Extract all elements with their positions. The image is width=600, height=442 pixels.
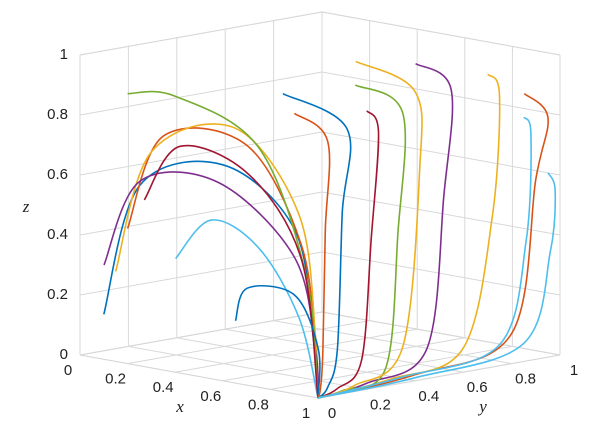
trajectory [143, 144, 319, 399]
y-tick-label: 0.4 [418, 388, 439, 405]
y-tick-label: 0.8 [515, 371, 536, 388]
y-tick-label: 0.2 [370, 396, 391, 413]
grid-line [321, 11, 561, 56]
trajectory [317, 172, 557, 399]
grid-line [79, 354, 319, 399]
y-tick-label: 1 [570, 362, 578, 379]
x-tick-label: 0.2 [105, 371, 126, 388]
trajectory [317, 73, 501, 399]
trajectory [317, 92, 549, 399]
grid-line [79, 311, 323, 356]
grid-line [79, 71, 323, 116]
x-tick-label: 0 [64, 362, 72, 379]
z-tick-label: 0 [60, 346, 68, 363]
grid-line [175, 328, 418, 373]
x-tick-label: 0.4 [153, 379, 174, 396]
trajectory [282, 92, 352, 399]
grid-line [321, 311, 561, 356]
grid-line [79, 131, 323, 176]
y-axis-label: y [477, 397, 487, 416]
z-axis-label: z [22, 197, 30, 216]
grid-line [79, 251, 323, 296]
trajectory [126, 127, 319, 399]
grid-line [128, 345, 367, 390]
grid-line [176, 337, 415, 382]
grid-line [321, 191, 561, 236]
trajectory [234, 285, 321, 399]
x-axis-label: x [175, 397, 184, 416]
grid-line [79, 191, 323, 236]
grid-line [222, 337, 465, 382]
z-tick-label: 0.4 [47, 226, 68, 243]
z-tick-label: 0.6 [47, 166, 68, 183]
z-tick-label: 1 [60, 46, 68, 63]
grid-line [127, 320, 370, 365]
trajectory [317, 60, 423, 399]
x-tick-label: 1 [302, 405, 310, 422]
trajectory [317, 110, 380, 399]
x-tick-label: 0.6 [200, 388, 221, 405]
z-tick-label: 0.8 [47, 106, 68, 123]
y-tick-label: 0 [328, 405, 336, 422]
grid-line [225, 328, 464, 373]
grid-line [321, 131, 561, 176]
trajectory [127, 90, 319, 399]
y-tick-label: 0.6 [467, 379, 488, 396]
grid-line [79, 11, 323, 56]
grid-line [321, 71, 561, 116]
trajectory [293, 112, 331, 399]
z-tick-label: 0.2 [47, 286, 68, 303]
trajectory [317, 62, 454, 399]
trajectory [317, 116, 532, 399]
trajectory [174, 219, 319, 399]
x-tick-label: 0.8 [248, 396, 269, 413]
